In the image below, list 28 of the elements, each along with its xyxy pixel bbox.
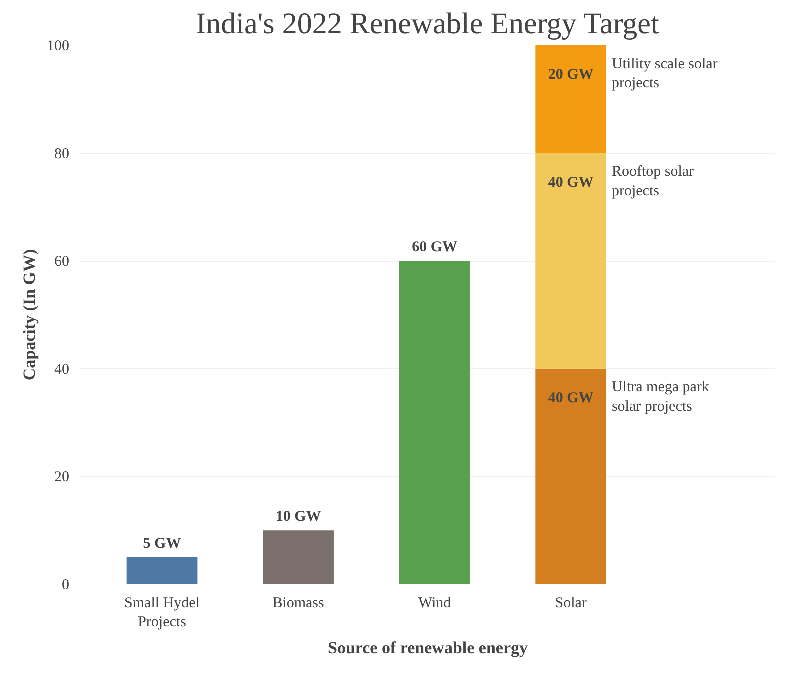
x-tick-label: Small Hydel Projects — [124, 596, 200, 631]
y-tick-label: 100 — [47, 38, 70, 54]
data-label: 40 GW — [548, 390, 594, 406]
bar — [263, 530, 334, 584]
y-tick-label: 60 — [54, 254, 70, 270]
data-label: 40 GW — [548, 174, 594, 191]
bar — [536, 368, 607, 584]
x-axis-title: Source of renewable energy — [328, 638, 529, 658]
series-label: Ultra mega park solar projects — [612, 380, 710, 415]
data-label: 60 GW — [412, 240, 458, 256]
bar — [536, 153, 607, 369]
y-tick-label: 40 — [54, 362, 70, 378]
bar — [126, 558, 198, 584]
data-label: 20 GW — [548, 67, 594, 84]
chart-title: India's 2022 Renewable Energy Target — [196, 8, 660, 40]
y-tick-label: 80 — [54, 146, 70, 162]
x-tick-label: Solar — [555, 596, 587, 612]
y-tick-label: 20 — [54, 470, 70, 486]
series-label: Rooftop solar projects — [612, 164, 694, 200]
x-tick-label: Biomass — [272, 596, 325, 612]
data-label: 5 GW — [143, 536, 182, 552]
series-label: Utility scale solar projects — [612, 56, 718, 92]
y-tick-label: 0 — [62, 578, 70, 594]
y-axis-title: Capacity (In GW) — [20, 249, 39, 381]
data-label: 10 GW — [276, 509, 322, 526]
bar — [399, 261, 470, 584]
bar — [536, 46, 607, 154]
x-tick-label: Wind — [418, 596, 452, 612]
